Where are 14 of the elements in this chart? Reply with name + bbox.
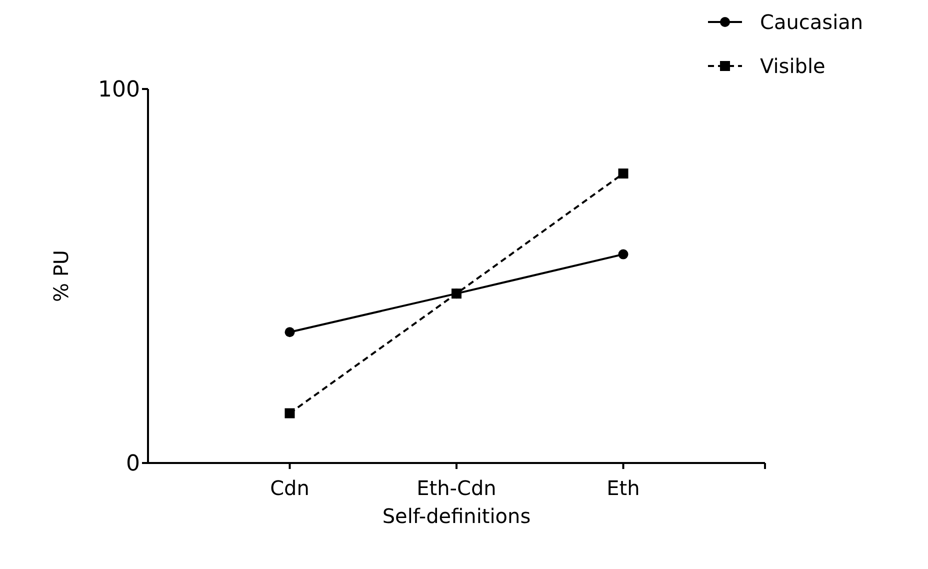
y-tick-label: 0 bbox=[126, 452, 140, 477]
x-tick-label: Eth-Cdn bbox=[416, 476, 496, 500]
point bbox=[284, 408, 295, 418]
y-axis-title: % PU bbox=[49, 250, 73, 302]
point bbox=[284, 327, 295, 338]
point bbox=[618, 249, 628, 260]
point bbox=[618, 168, 628, 179]
x-tick-label: Cdn bbox=[270, 476, 310, 500]
legend-label: Caucasian bbox=[760, 10, 864, 34]
x-tick-label: Eth bbox=[606, 476, 640, 500]
point bbox=[452, 288, 462, 299]
y-tick-label: 100 bbox=[98, 78, 140, 103]
legend-label: Visible bbox=[760, 54, 826, 78]
x-axis-title: Self-definitions bbox=[382, 504, 531, 528]
